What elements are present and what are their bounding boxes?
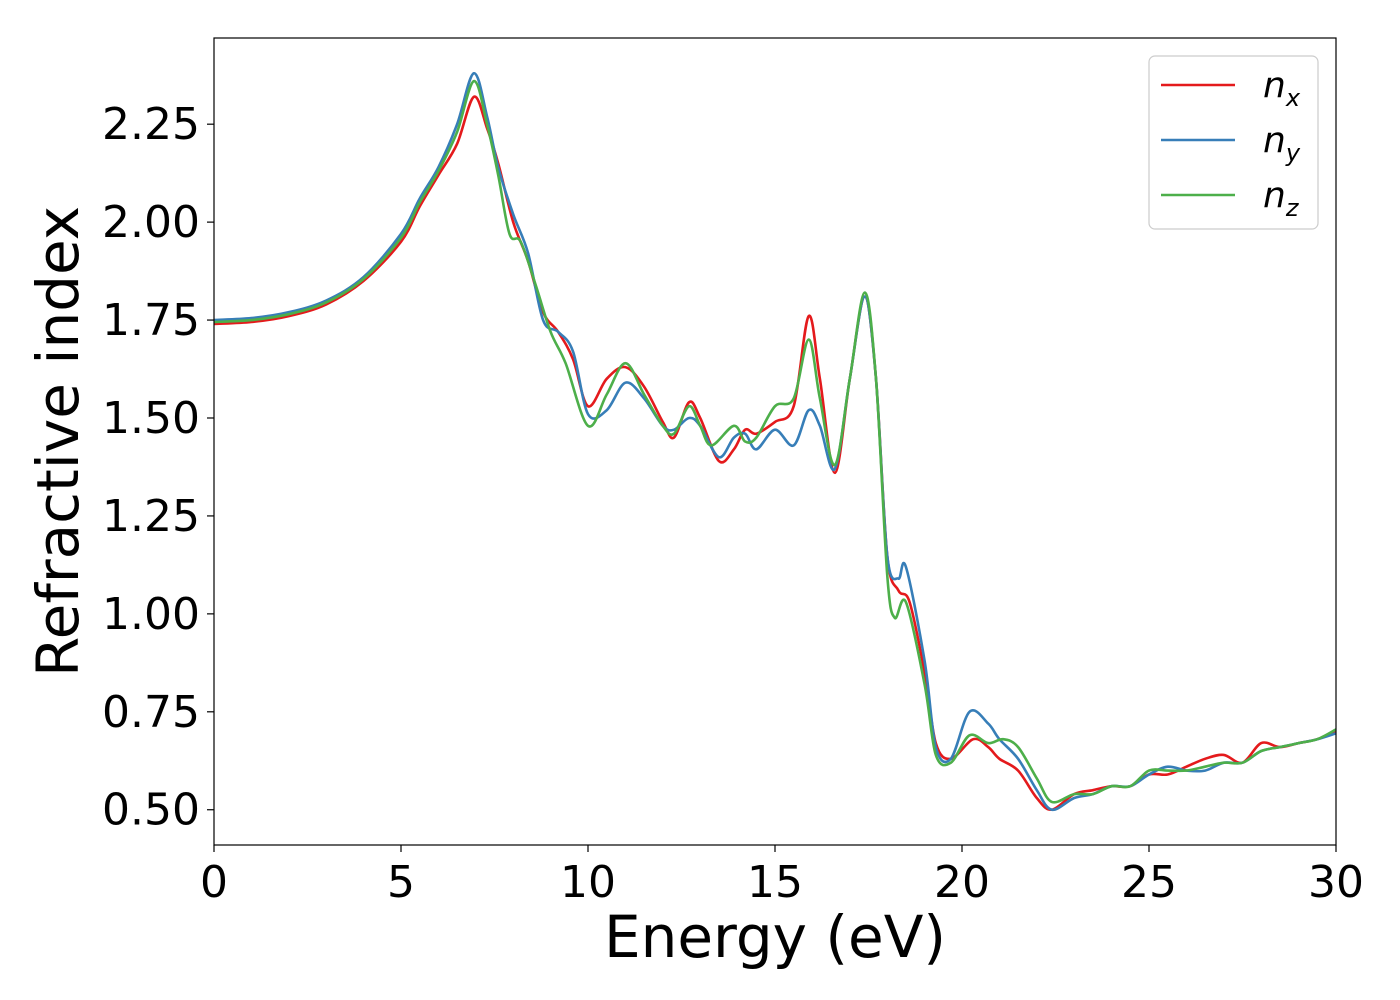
y-tick-label: 1.00 — [102, 589, 200, 640]
x-axis-ticks: 0 5 10 15 20 25 30 — [200, 845, 1364, 908]
x-tick-label: 20 — [934, 857, 990, 908]
x-tick-label: 25 — [1121, 857, 1177, 908]
x-tick-label: 30 — [1308, 857, 1364, 908]
legend-box — [1148, 55, 1319, 230]
y-tick-label: 2.25 — [102, 99, 200, 150]
legend: nx ny nz — [1148, 55, 1319, 230]
y-tick-label: 1.50 — [102, 393, 200, 444]
x-tick-label: 5 — [387, 857, 415, 908]
x-tick-label: 0 — [200, 857, 228, 908]
x-tick-label: 15 — [747, 857, 803, 908]
x-axis-label: Energy (eV) — [604, 903, 946, 971]
y-axis-ticks: 0.50 0.75 1.00 1.25 1.50 1.75 2.00 2.25 — [102, 99, 214, 836]
y-tick-label: 1.25 — [102, 491, 200, 542]
series-line-nz — [213, 79, 1337, 804]
y-tick-label: 0.50 — [102, 785, 200, 836]
plot-lines — [213, 71, 1337, 812]
legend-label-nz: nz — [1263, 175, 1300, 222]
y-tick-label: 1.75 — [102, 295, 200, 346]
y-tick-label: 2.00 — [102, 197, 200, 248]
legend-label-nx: nx — [1263, 65, 1301, 112]
y-tick-label: 0.75 — [102, 687, 200, 738]
legend-label-ny: ny — [1263, 120, 1301, 167]
x-tick-label: 10 — [560, 857, 616, 908]
y-axis-label: Refractive index — [24, 206, 92, 677]
